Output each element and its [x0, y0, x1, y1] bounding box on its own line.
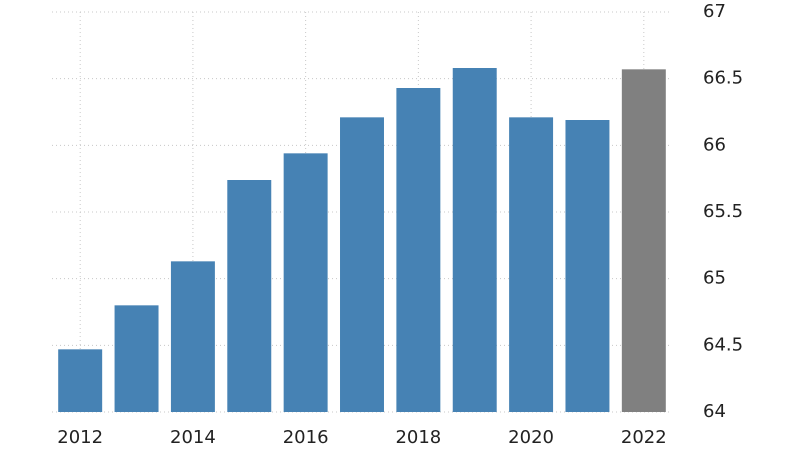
x-tick-label: 2012 — [57, 427, 103, 448]
bar — [114, 305, 159, 412]
x-tick-label: 2020 — [508, 427, 554, 448]
x-tick-label: 2014 — [170, 427, 216, 448]
bar — [621, 69, 666, 412]
bar — [283, 153, 328, 413]
y-tick-label: 65.5 — [703, 201, 743, 222]
x-tick-label: 2016 — [283, 427, 329, 448]
y-tick-label: 64 — [703, 401, 726, 422]
x-tick-label: 2018 — [395, 427, 441, 448]
bar — [509, 117, 554, 412]
bar — [227, 180, 272, 412]
y-tick-label: 67 — [703, 1, 726, 22]
y-tick-label: 64.5 — [703, 334, 743, 355]
y-tick-label: 65 — [703, 268, 726, 289]
x-tick-label: 2022 — [621, 427, 667, 448]
bar — [340, 117, 384, 412]
bar — [452, 68, 497, 412]
bar — [565, 120, 610, 412]
bar — [170, 261, 215, 412]
bar — [58, 349, 103, 412]
bar — [396, 88, 441, 412]
y-tick-label: 66.5 — [703, 68, 743, 89]
y-tick-label: 66 — [703, 134, 726, 155]
